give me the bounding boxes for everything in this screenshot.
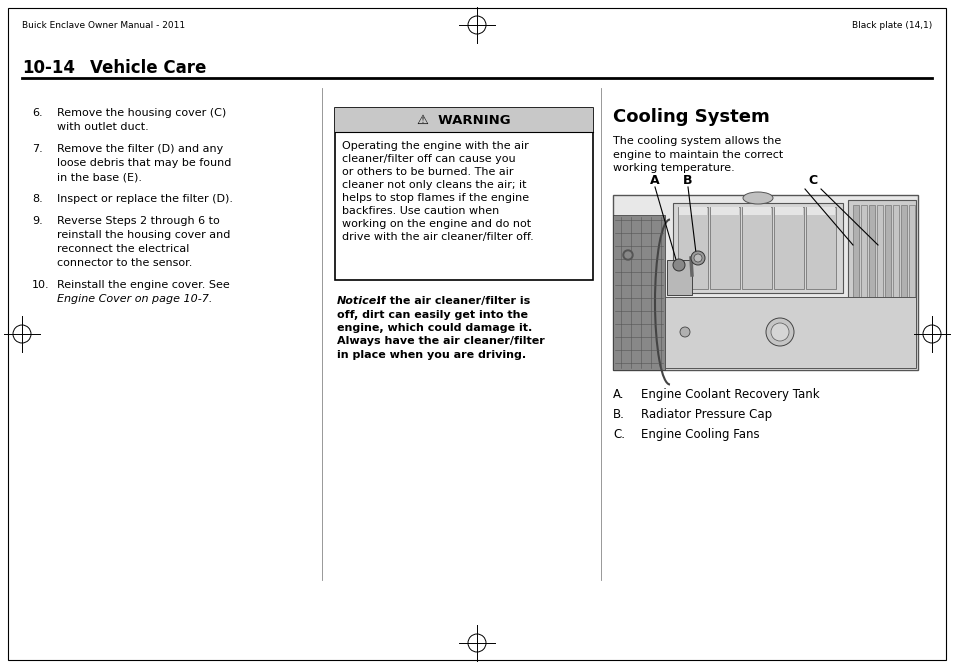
Text: reconnect the electrical: reconnect the electrical: [57, 244, 190, 254]
Text: Engine Cover on page 10-7.: Engine Cover on page 10-7.: [57, 294, 213, 304]
Bar: [806, 207, 834, 215]
Bar: [679, 207, 706, 215]
Text: Vehicle Care: Vehicle Care: [90, 59, 206, 77]
Text: or others to be burned. The air: or others to be burned. The air: [341, 167, 513, 177]
Text: Inspect or replace the filter (D).: Inspect or replace the filter (D).: [57, 194, 233, 204]
Text: cleaner/filter off can cause you: cleaner/filter off can cause you: [341, 154, 515, 164]
Bar: [852, 205, 858, 355]
Text: in the base (E).: in the base (E).: [57, 172, 142, 182]
Circle shape: [765, 318, 793, 346]
Text: drive with the air cleaner/filter off.: drive with the air cleaner/filter off.: [341, 232, 533, 242]
Circle shape: [624, 252, 630, 258]
Bar: [741, 207, 771, 289]
Bar: [666, 260, 691, 295]
Text: loose debris that may be found: loose debris that may be found: [57, 158, 232, 168]
Bar: [672, 203, 842, 293]
Text: backfires. Use caution when: backfires. Use caution when: [341, 206, 498, 216]
Ellipse shape: [742, 192, 772, 204]
Circle shape: [622, 250, 633, 260]
Text: Engine Cooling Fans: Engine Cooling Fans: [640, 428, 759, 441]
Text: Cooling System: Cooling System: [613, 108, 769, 126]
Bar: [678, 207, 707, 289]
Text: 8.: 8.: [32, 194, 43, 204]
Text: Notice:: Notice:: [336, 296, 381, 306]
Text: B.: B.: [613, 408, 624, 421]
Text: Reverse Steps 2 through 6 to: Reverse Steps 2 through 6 to: [57, 216, 219, 226]
Text: Radiator Pressure Cap: Radiator Pressure Cap: [640, 408, 771, 421]
Text: engine, which could damage it.: engine, which could damage it.: [336, 323, 532, 333]
Bar: [868, 205, 874, 355]
Bar: [900, 205, 906, 355]
Text: Black plate (14,1): Black plate (14,1): [851, 21, 931, 29]
Bar: [876, 205, 882, 355]
Circle shape: [770, 323, 788, 341]
Bar: [805, 207, 835, 289]
Bar: [613, 215, 664, 370]
Text: Buick Enclave Owner Manual - 2011: Buick Enclave Owner Manual - 2011: [22, 21, 185, 29]
Bar: [709, 207, 740, 289]
Circle shape: [693, 254, 701, 262]
Text: 10-14: 10-14: [22, 59, 75, 77]
Text: 9.: 9.: [32, 216, 43, 226]
Text: The cooling system allows the: The cooling system allows the: [613, 136, 781, 146]
Bar: [847, 200, 915, 365]
Bar: [710, 207, 739, 215]
Text: working temperature.: working temperature.: [613, 163, 734, 173]
Bar: [774, 207, 802, 215]
Bar: [335, 108, 593, 280]
Bar: [908, 205, 914, 355]
Text: Always have the air cleaner/filter: Always have the air cleaner/filter: [336, 337, 544, 347]
Bar: [335, 108, 593, 132]
Bar: [892, 205, 898, 355]
Text: Engine Coolant Recovery Tank: Engine Coolant Recovery Tank: [640, 388, 819, 401]
Text: with outlet duct.: with outlet duct.: [57, 122, 149, 132]
Text: engine to maintain the correct: engine to maintain the correct: [613, 150, 782, 160]
Text: C.: C.: [613, 428, 624, 441]
Text: in place when you are driving.: in place when you are driving.: [336, 350, 525, 360]
Text: Operating the engine with the air: Operating the engine with the air: [341, 141, 528, 151]
Circle shape: [672, 259, 684, 271]
Text: 6.: 6.: [32, 108, 43, 118]
Text: B: B: [682, 174, 692, 187]
Circle shape: [679, 327, 689, 337]
Text: helps to stop flames if the engine: helps to stop flames if the engine: [341, 193, 529, 203]
Bar: [613, 195, 917, 370]
Text: Reinstall the engine cover. See: Reinstall the engine cover. See: [57, 280, 230, 290]
Circle shape: [690, 251, 704, 265]
Text: ⚠  WARNING: ⚠ WARNING: [416, 114, 510, 126]
Text: If the air cleaner/filter is: If the air cleaner/filter is: [373, 296, 530, 306]
Bar: [884, 205, 890, 355]
Text: cleaner not only cleans the air; it: cleaner not only cleans the air; it: [341, 180, 526, 190]
Bar: [773, 207, 803, 289]
Text: reinstall the housing cover and: reinstall the housing cover and: [57, 230, 230, 240]
Text: A.: A.: [613, 388, 624, 401]
Text: Remove the filter (D) and any: Remove the filter (D) and any: [57, 144, 223, 154]
Bar: [861, 205, 866, 355]
Bar: [742, 207, 770, 215]
Text: connector to the sensor.: connector to the sensor.: [57, 258, 193, 268]
Text: 10.: 10.: [32, 280, 50, 290]
Text: off, dirt can easily get into the: off, dirt can easily get into the: [336, 309, 527, 319]
Text: C: C: [807, 174, 817, 187]
Text: 7.: 7.: [32, 144, 43, 154]
Text: working on the engine and do not: working on the engine and do not: [341, 219, 531, 229]
Text: Remove the housing cover (C): Remove the housing cover (C): [57, 108, 226, 118]
Text: A: A: [650, 174, 659, 187]
Bar: [664, 297, 915, 368]
